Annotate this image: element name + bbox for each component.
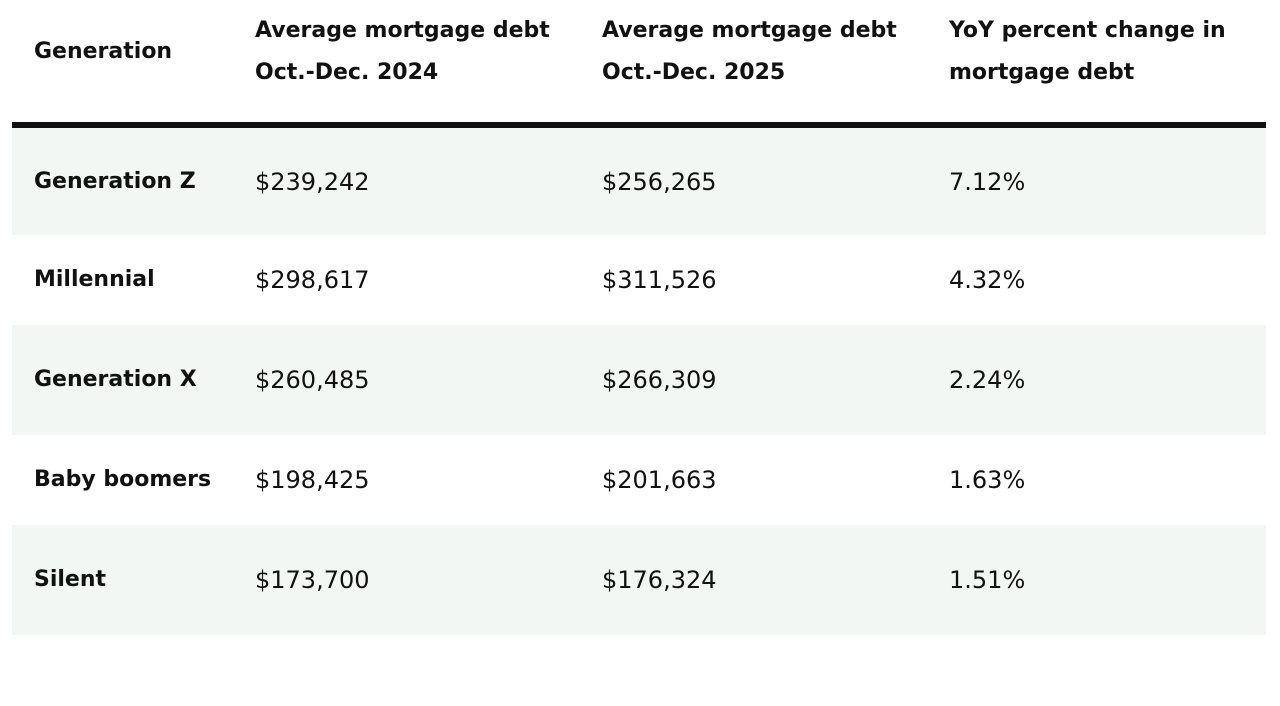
table-cell: $173,700 [233, 525, 580, 635]
data-table: Generation Average mortgage debt Oct.-Dec… [12, 0, 1266, 635]
table-cell: $266,309 [580, 325, 927, 435]
row-label: Generation X [12, 325, 233, 435]
header-row: Generation Average mortgage debt Oct.-Dec… [12, 0, 1266, 128]
table-row: Generation X $260,485 $266,309 2.24% [12, 325, 1266, 435]
table-cell: 4.32% [949, 266, 1026, 294]
table-cell: 2.24% [927, 325, 1266, 435]
table-cell: $201,663 [602, 466, 717, 494]
column-header: Generation [12, 0, 233, 128]
column-header: YoY percent change in mortgage debt [927, 0, 1266, 128]
table-cell: $198,425 [255, 466, 370, 494]
row-label: Millennial [34, 267, 155, 292]
table-cell: $176,324 [580, 525, 927, 635]
table-cell: $239,242 [233, 125, 580, 235]
table-cell: $260,485 [233, 325, 580, 435]
table-cell: $256,265 [580, 125, 927, 235]
table-cell: 7.12% [927, 125, 1266, 235]
table-cell: $311,526 [602, 266, 717, 294]
table-row: Silent $173,700 $176,324 1.51% [12, 525, 1266, 635]
table-cell: 1.63% [949, 466, 1026, 494]
table-cell: $298,617 [255, 266, 370, 294]
row-label: Silent [12, 525, 233, 635]
table-row: Millennial $298,617 $311,526 4.32% [12, 235, 1266, 325]
row-label: Baby boomers [34, 467, 212, 492]
row-label: Generation Z [12, 125, 233, 235]
table-cell: 1.51% [927, 525, 1266, 635]
column-header: Average mortgage debt Oct.-Dec. 2024 [233, 0, 580, 128]
table-row: Baby boomers $198,425 $201,663 1.63% [12, 435, 1266, 525]
column-header: Average mortgage debt Oct.-Dec. 2025 [580, 0, 927, 128]
table-body: Generation Z $239,242 $256,265 7.12% Millenn… [12, 125, 1266, 635]
table-row: Generation Z $239,242 $256,265 7.12% [12, 125, 1266, 235]
